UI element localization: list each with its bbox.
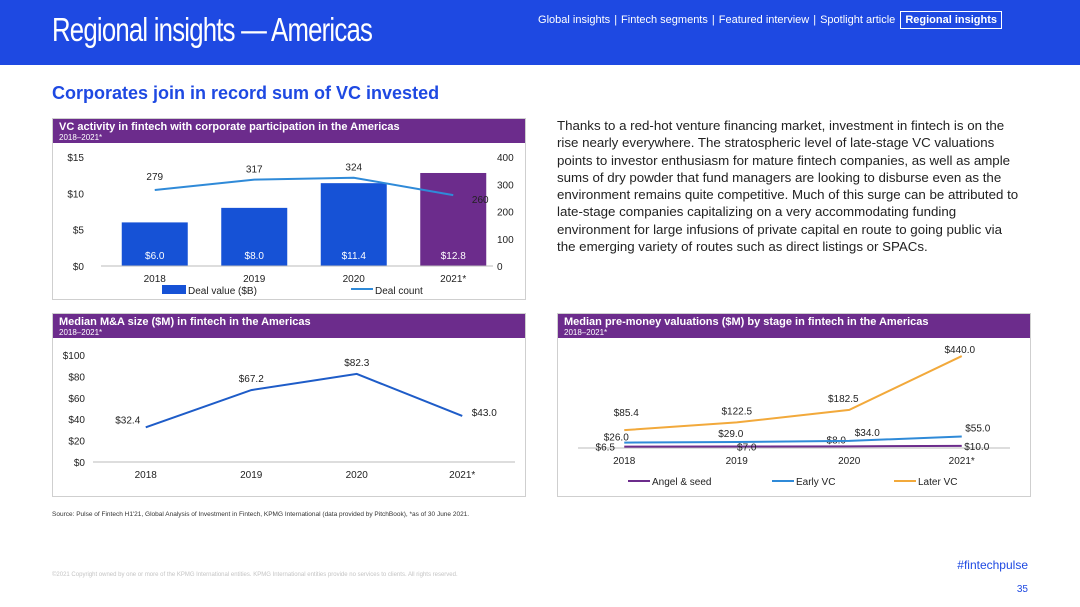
deal-count-line bbox=[154, 176, 454, 197]
ma-size-label: $82.3 bbox=[344, 358, 369, 369]
nav-global-insights[interactable]: Global insights bbox=[538, 14, 611, 26]
series-line bbox=[624, 444, 962, 448]
val-panel-subtitle: 2018–2021* bbox=[564, 328, 608, 337]
nav-separator: | bbox=[711, 14, 715, 26]
y-right-tick-label: 300 bbox=[497, 180, 514, 191]
series-value-label: $6.5 bbox=[596, 443, 616, 454]
ma-panel-header: Median M&A size ($M) in fintech in the A… bbox=[53, 314, 525, 338]
ma-size-chart: $0 $20 $40 $60 $80 $100 2018 2019 2020 2021* $32.4… bbox=[63, 351, 515, 481]
x-tick-label: 2021* bbox=[440, 274, 466, 285]
ma-size-label: $43.0 bbox=[472, 408, 497, 419]
nav-fintech-segments[interactable]: Fintech segments bbox=[621, 14, 708, 26]
y-right-tick-label: 200 bbox=[497, 208, 514, 219]
deal-value-bar bbox=[121, 222, 188, 266]
deal-value-label: $12.8 bbox=[441, 251, 466, 262]
x-tick-label: 2021* bbox=[449, 470, 475, 481]
x-tick-label: 2018 bbox=[135, 470, 158, 481]
val-panel-header: Median pre-money valuations ($M) by stag… bbox=[558, 314, 1030, 338]
x-tick-label: 2019 bbox=[726, 456, 749, 467]
x-tick-label: 2019 bbox=[240, 470, 263, 481]
ma-size-label: $67.2 bbox=[239, 374, 264, 385]
deal-value-bar bbox=[320, 183, 387, 266]
x-tick-label: 2020 bbox=[838, 456, 861, 467]
deal-value-label: $8.0 bbox=[245, 251, 265, 262]
y-tick-label: $40 bbox=[68, 415, 85, 426]
nav-spotlight-article[interactable]: Spotlight article bbox=[820, 14, 896, 26]
deal-value-label: $6.0 bbox=[145, 251, 165, 262]
legend-label-deal-count: Deal count bbox=[375, 286, 423, 297]
page-number: 35 bbox=[1016, 584, 1028, 595]
series-value-label: $7.0 bbox=[737, 443, 757, 454]
legend-label-deal-value: Deal value ($B) bbox=[188, 286, 257, 297]
vc-activity-chart: $0 $5 $10 $15 0 100 200 300 400 $6.0 2018 $8.0 2019 $… bbox=[67, 153, 514, 297]
vc-panel-header: VC activity in fintech with corporate pa… bbox=[53, 119, 525, 143]
nav-separator: | bbox=[813, 14, 817, 26]
ma-panel-title: Median M&A size ($M) in fintech in the A… bbox=[59, 316, 311, 328]
vc-panel-subtitle: 2018–2021* bbox=[59, 133, 103, 142]
page-title: Regional insights — Americas bbox=[52, 11, 373, 48]
header-banner: Regional insights — Americas Global insi… bbox=[0, 0, 1080, 65]
series-value-label: $29.0 bbox=[718, 429, 743, 440]
ma-size-panel: Median M&A size ($M) in fintech in the A… bbox=[52, 313, 526, 497]
deal-count-label: 317 bbox=[246, 165, 263, 176]
ma-panel-subtitle: 2018–2021* bbox=[59, 328, 103, 337]
series-value-label: $55.0 bbox=[965, 424, 990, 435]
hashtag-link[interactable]: #fintechpulse bbox=[957, 558, 1028, 572]
source-note: Source: Pulse of Fintech H1'21, Global A… bbox=[52, 511, 470, 518]
series-value-label: $122.5 bbox=[721, 406, 752, 417]
series-value-label: $10.0 bbox=[964, 442, 989, 453]
x-tick-label: 2018 bbox=[144, 274, 167, 285]
ma-size-line bbox=[145, 372, 463, 429]
nav-regional-insights[interactable]: Regional insights bbox=[900, 11, 1002, 29]
deal-value-bar bbox=[420, 172, 487, 266]
y-tick-label: $0 bbox=[74, 458, 86, 469]
y-right-tick-label: 100 bbox=[497, 235, 514, 246]
valuations-panel: Median pre-money valuations ($M) by stag… bbox=[557, 313, 1031, 497]
nav-separator: | bbox=[614, 14, 618, 26]
vc-panel-title: VC activity in fintech with corporate pa… bbox=[59, 121, 400, 133]
y-left-tick-label: $0 bbox=[73, 262, 85, 273]
copyright-note: ©2021 Copyright owned by one or more of … bbox=[52, 572, 458, 578]
deal-value-label: $11.4 bbox=[342, 251, 367, 262]
deal-value-bar bbox=[221, 207, 288, 266]
deal-count-label: 324 bbox=[345, 163, 362, 174]
vc-activity-panel: VC activity in fintech with corporate pa… bbox=[52, 118, 526, 300]
y-right-tick-label: 400 bbox=[497, 153, 514, 164]
y-tick-label: $100 bbox=[63, 351, 86, 362]
series-line bbox=[624, 355, 963, 432]
x-tick-label: 2018 bbox=[613, 456, 636, 467]
body-paragraph: Thanks to a red-hot venture financing ma… bbox=[557, 118, 1019, 255]
series-line bbox=[624, 435, 962, 444]
series-value-label: $85.4 bbox=[614, 408, 639, 419]
x-tick-label: 2020 bbox=[343, 274, 366, 285]
series-value-label: $34.0 bbox=[855, 428, 880, 439]
y-right-tick-label: 0 bbox=[497, 262, 503, 273]
x-tick-label: 2020 bbox=[346, 470, 369, 481]
valuations-chart: 2018 2019 2020 2021*$6.5 $7.0$8.0$10.0$26.0 $… bbox=[578, 345, 1010, 488]
legend-label: Later VC bbox=[918, 477, 957, 488]
deal-count-label: 279 bbox=[146, 172, 163, 183]
series-value-label: $26.0 bbox=[604, 433, 629, 444]
top-nav: Global insights | Fintech segments | Fea… bbox=[538, 11, 1002, 29]
nav-featured-interview[interactable]: Featured interview bbox=[718, 14, 810, 26]
legend-label: Angel & seed bbox=[652, 477, 712, 488]
series-value-label: $440.0 bbox=[944, 345, 975, 356]
ma-size-label: $32.4 bbox=[115, 415, 140, 426]
y-tick-label: $20 bbox=[68, 437, 85, 448]
y-tick-label: $80 bbox=[68, 372, 85, 383]
y-left-tick-label: $10 bbox=[67, 189, 84, 200]
y-left-tick-label: $5 bbox=[73, 226, 85, 237]
section-headline: Corporates join in record sum of VC inve… bbox=[52, 83, 440, 103]
legend-label: Early VC bbox=[796, 477, 835, 488]
legend-swatch-deal-value bbox=[162, 285, 186, 294]
y-left-tick-label: $15 bbox=[67, 153, 84, 164]
x-tick-label: 2021* bbox=[949, 456, 975, 467]
y-tick-label: $60 bbox=[68, 394, 85, 405]
x-tick-label: 2019 bbox=[243, 274, 266, 285]
deal-count-label: 260 bbox=[472, 195, 489, 206]
val-panel-title: Median pre-money valuations ($M) by stag… bbox=[564, 316, 929, 328]
series-value-label: $182.5 bbox=[828, 394, 859, 405]
